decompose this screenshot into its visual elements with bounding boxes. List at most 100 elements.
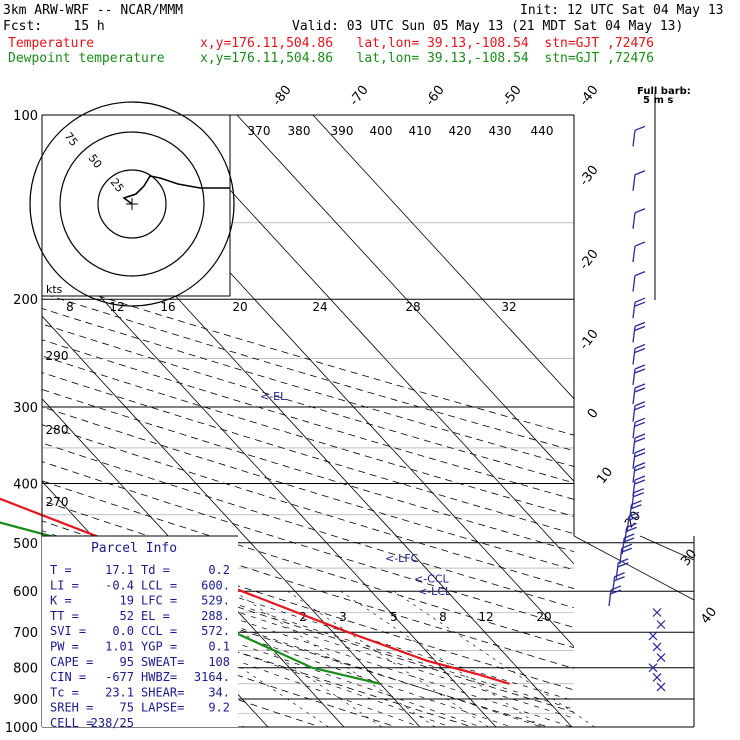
parcel-row-value: 0.0 [112, 624, 134, 638]
pressure-label-400: 400 [13, 477, 38, 492]
parcel-row-value: 95 [120, 655, 134, 669]
wind-barb [652, 608, 662, 617]
wind-barb-flag [626, 526, 637, 533]
dry-adiabat-label-270: 270 [46, 495, 69, 509]
isotherm-label--30: -30 [577, 163, 602, 189]
hodograph-ring-50 [59, 131, 205, 277]
parcel-row-value: 572. [201, 624, 230, 638]
wind-barb [611, 572, 625, 593]
wind-barb [632, 383, 646, 405]
wind-barb [632, 401, 646, 422]
parcel-row-value: 529. [201, 594, 230, 608]
mixing-ratio-label-12: 12 [478, 610, 493, 624]
level-ccl: <-CCL [414, 573, 450, 586]
isotherm-label--10: -10 [577, 327, 602, 353]
isotherm-label-20: 20 [622, 509, 644, 531]
wind-barb [626, 511, 640, 533]
parcel-info-box: Parcel Info T = 17.1 Td = 0.2 LI = -0.4 LCL = 60… [42, 535, 238, 730]
wind-barb-flag [634, 297, 646, 303]
pressure-label-700: 700 [13, 626, 38, 641]
wind-barb-flag [634, 421, 646, 427]
wind-barb-flag [623, 533, 635, 539]
dry-adiabat-440 [42, 292, 574, 452]
wind-barb-flag [628, 515, 640, 521]
parcel-row-value: 288. [201, 609, 230, 623]
parcel-row-value: 9.2 [208, 701, 230, 715]
wind-barb-flag [633, 488, 645, 494]
mixing-ratio-label-5: 5 [390, 610, 398, 624]
parcel-row-value: 0.1 [208, 640, 230, 654]
isotherm-10 [42, 232, 497, 727]
wind-barb [648, 663, 658, 673]
parcel-row-value: 600. [201, 578, 230, 592]
level-el: <-EL [260, 390, 287, 403]
parcel-row-value: 238/25 [91, 716, 134, 730]
dry-adiabat-450 [42, 277, 574, 436]
wind-barb-flag [634, 383, 646, 389]
wind-barb-flag [652, 673, 662, 682]
profile-layer: <-EL <-LFC <-CCL<-LCL [0, 390, 510, 685]
parcel-info-background [42, 536, 238, 727]
extension-line-1 [639, 535, 695, 561]
wind-barb [608, 585, 622, 607]
wind-barb [632, 364, 646, 386]
temperature-legend-info: x,y=176.11,504.86 lat,lon= 39.13,-108.54… [200, 36, 654, 51]
wind-barb-staff [611, 576, 616, 593]
wind-barb-staff [631, 492, 635, 509]
hodograph-frame [41, 114, 231, 297]
parcel-row-label: PW = [50, 640, 79, 654]
wind-barb-flag [634, 387, 646, 393]
dry-adiabat-350 [42, 442, 574, 609]
wind-barb [628, 500, 642, 521]
parcel-row-label: CAPE = [50, 655, 93, 669]
parcel-row-label: YGP = [141, 640, 177, 654]
isotherm-label--50: -50 [500, 83, 525, 109]
wind-barb-flag [621, 543, 633, 549]
moist-adiabat-8 [42, 530, 574, 702]
parcel-row-value: 108 [208, 655, 230, 669]
wind-barb-staff [608, 589, 612, 607]
dry-adiabat-label-290: 290 [46, 349, 69, 363]
wind-barb [632, 448, 646, 469]
hodograph-ring-25 [97, 169, 167, 239]
parcel-row-label: K = [50, 594, 72, 608]
dry-adiabat-420 [42, 323, 574, 484]
parcel-row-value: 75 [120, 701, 134, 715]
wind-barb [652, 673, 662, 682]
wind-barb-staff [632, 368, 636, 386]
wind-barb-flag [614, 576, 625, 582]
wind-barb-flag [610, 585, 622, 591]
barb-title-line1: Full barb: [637, 86, 691, 97]
wind-barb [656, 653, 666, 662]
level-lfc: <-LFC [385, 552, 419, 565]
wind-barb-flag [652, 608, 662, 617]
wind-barb-staff [632, 302, 636, 319]
isotherm-label--40: -40 [577, 83, 602, 109]
parcel-row-label: Tc = [50, 685, 79, 699]
wind-barb-flag [634, 343, 646, 350]
wind-barb [632, 417, 646, 439]
isotherm-label--80: -80 [270, 83, 295, 109]
wind-barb-flag [623, 537, 635, 543]
wind-barb-staff [632, 387, 636, 405]
wind-barb-flag [617, 558, 629, 564]
parcel-row-label: CIN = [50, 670, 86, 684]
wind-barb-flag [648, 663, 658, 673]
wind-barb [648, 631, 658, 641]
mixing-ratio-20 [393, 590, 595, 727]
pressure-label-800: 800 [13, 662, 38, 677]
parcel-row-label: LAPSE= [141, 701, 184, 715]
wind-barb-flag [634, 125, 646, 131]
wind-barb-flag [652, 642, 662, 652]
wind-barb [623, 522, 637, 544]
wind-barb-flag [617, 562, 629, 568]
wind-barb-staff [628, 504, 633, 521]
moist-adiabat-4 [42, 558, 543, 727]
parcel-row-value: 3164. [194, 670, 230, 684]
dewpoint-legend-label: Dewpoint temperature [8, 51, 165, 66]
wind-barb-flag [634, 321, 646, 327]
wind-barb-staff [632, 422, 636, 439]
wind-barb-staff [623, 527, 628, 544]
hodograph-ring-75 [29, 101, 235, 307]
parcel-row-value: -0.4 [105, 578, 134, 592]
